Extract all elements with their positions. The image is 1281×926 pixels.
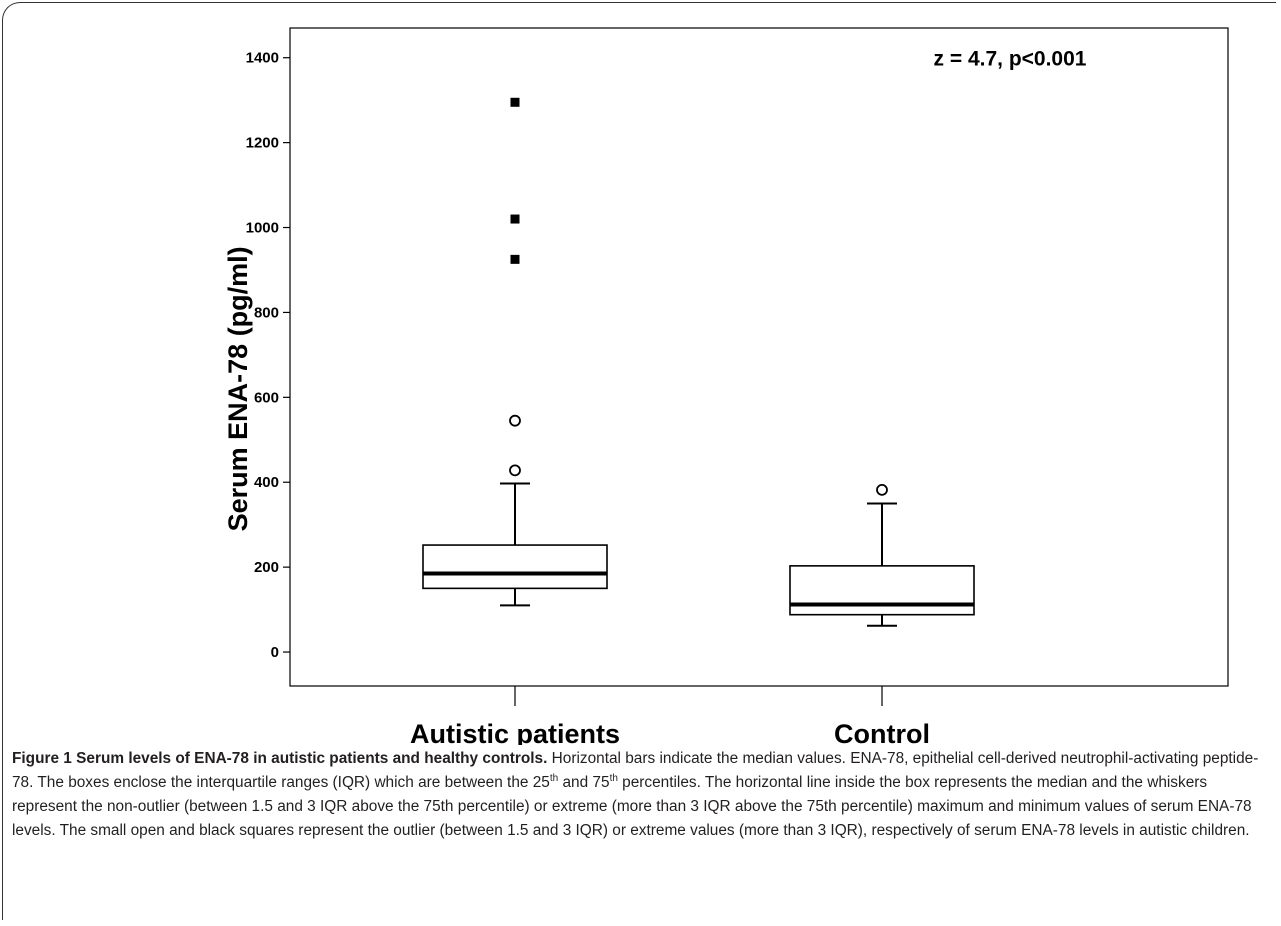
y-tick-label: 1000: [246, 220, 279, 237]
y-tick-label: 400: [254, 474, 279, 491]
plot-frame: [289, 27, 1229, 687]
caption-text-1: Horizontal bars indicate the median valu…: [12, 750, 1259, 791]
iqr-box: [422, 544, 608, 590]
caption-text-3: percentiles. The horizontal line inside …: [12, 774, 1252, 839]
extreme-point: [510, 254, 520, 264]
iqr-box: [789, 565, 975, 616]
outlier-point: [509, 414, 521, 427]
y-axis-label: Serum ENA-78 (pg/ml): [223, 246, 253, 531]
caption-title: Figure 1 Serum levels of ENA-78 in autis…: [12, 750, 548, 767]
x-category-label: Autistic patients: [410, 719, 620, 745]
y-tick-label: 600: [254, 389, 279, 406]
extreme-point: [510, 214, 520, 224]
y-tick-label: 800: [254, 304, 279, 321]
y-tick-label: 1400: [246, 50, 279, 67]
box-plot-chart: 0 200 400 600 800 1000 1200 1400 Autistic patien…: [223, 27, 1229, 745]
y-tick-label: 1200: [246, 135, 279, 152]
caption-sup-2: th: [609, 772, 618, 784]
outlier-point: [509, 464, 521, 477]
x-category-label: Control: [834, 719, 930, 745]
figure-caption: Figure 1 Serum levels of ENA-78 in autis…: [12, 747, 1267, 843]
caption-text-2: and 75: [558, 774, 610, 791]
outlier-point: [876, 483, 888, 496]
extreme-point: [510, 97, 520, 107]
y-tick-label: 0: [271, 644, 279, 661]
plot-area: 0 200 400 600 800 1000 1200 1400 Autistic patien…: [246, 27, 1229, 745]
y-tick-label: 200: [254, 559, 279, 576]
caption-sup-1: th: [549, 772, 559, 784]
chart-annotation: z = 4.7, p<0.001: [934, 48, 1087, 71]
